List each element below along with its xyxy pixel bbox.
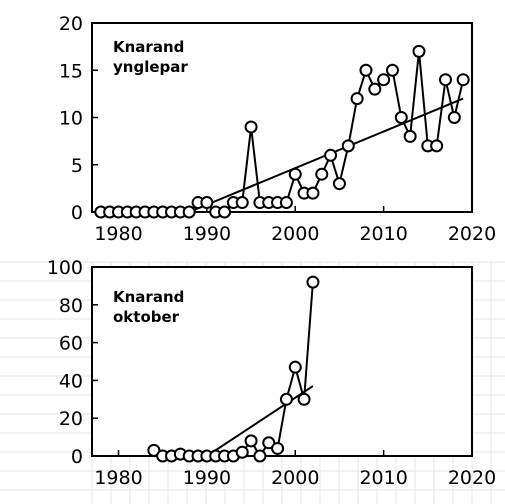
- data-point: [253, 449, 267, 463]
- y-tick-label: 10: [59, 108, 83, 130]
- chart-title-line: oktober: [113, 308, 180, 326]
- data-point: [306, 275, 320, 289]
- y-tick-label: 0: [71, 446, 83, 468]
- data-point: [430, 139, 444, 153]
- data-point: [341, 139, 355, 153]
- y-tick-label: 60: [59, 333, 83, 355]
- data-point: [394, 111, 408, 124]
- data-point: [262, 436, 276, 450]
- x-tick-label: 2010: [359, 467, 407, 489]
- x-tick-label: 2000: [271, 467, 319, 489]
- data-point: [271, 441, 285, 455]
- data-point: [350, 92, 364, 106]
- data-point: [288, 167, 302, 181]
- y-tick-label: 100: [47, 257, 83, 279]
- data-point: [288, 360, 302, 374]
- data-point: [438, 73, 452, 87]
- data-point: [385, 63, 399, 77]
- y-tick-label: 40: [59, 370, 83, 392]
- data-point: [297, 392, 311, 406]
- data-point: [324, 148, 338, 162]
- chart-title-line: Knarand: [113, 38, 184, 56]
- data-point: [244, 120, 258, 134]
- data-point: [279, 196, 293, 210]
- chart-title-line: ynglepar: [113, 58, 188, 76]
- x-tick-label: 1980: [94, 467, 142, 489]
- data-point: [147, 443, 161, 457]
- x-tick-label: 2010: [359, 223, 407, 245]
- data-point: [200, 196, 214, 210]
- data-point: [182, 205, 196, 219]
- data-point: [332, 177, 346, 191]
- data-point: [235, 445, 249, 459]
- data-point: [244, 434, 258, 448]
- data-point: [412, 44, 426, 58]
- trend-line: [206, 385, 314, 457]
- y-tick-label: 80: [59, 295, 83, 317]
- data-point: [218, 205, 232, 219]
- x-tick-label: 2000: [271, 223, 319, 245]
- data-point: [447, 111, 461, 124]
- data-point: [403, 129, 417, 143]
- data-point: [456, 73, 470, 87]
- data-point: [315, 167, 329, 181]
- data-point: [235, 196, 249, 210]
- x-tick-label: 1990: [183, 223, 231, 245]
- data-point: [359, 63, 373, 77]
- plot-frame: [91, 266, 473, 457]
- y-tick-label: 15: [59, 60, 83, 82]
- chart-2: 0 20 40 60 80 100 1980 1990 2000 2010 2020 Knarand o…: [0, 257, 505, 504]
- data-point: [306, 186, 320, 200]
- data-point: [368, 82, 382, 96]
- x-tick-label: 2020: [448, 467, 496, 489]
- y-tick-label: 20: [59, 13, 83, 35]
- chart-title-line: Knarand: [113, 288, 184, 306]
- y-tick-label: 0: [71, 202, 83, 224]
- chart-1: 0 5 10 15 20 1980 1990 2000 2010 2020 Knarand yngle…: [59, 13, 496, 245]
- y-tick-label: 20: [59, 408, 83, 430]
- data-point: [377, 73, 391, 87]
- x-tick-label: 1980: [94, 223, 142, 245]
- x-tick-label: 1990: [183, 467, 231, 489]
- data-point: [279, 392, 293, 406]
- x-tick-label: 2020: [448, 223, 496, 245]
- y-tick-label: 5: [71, 155, 83, 177]
